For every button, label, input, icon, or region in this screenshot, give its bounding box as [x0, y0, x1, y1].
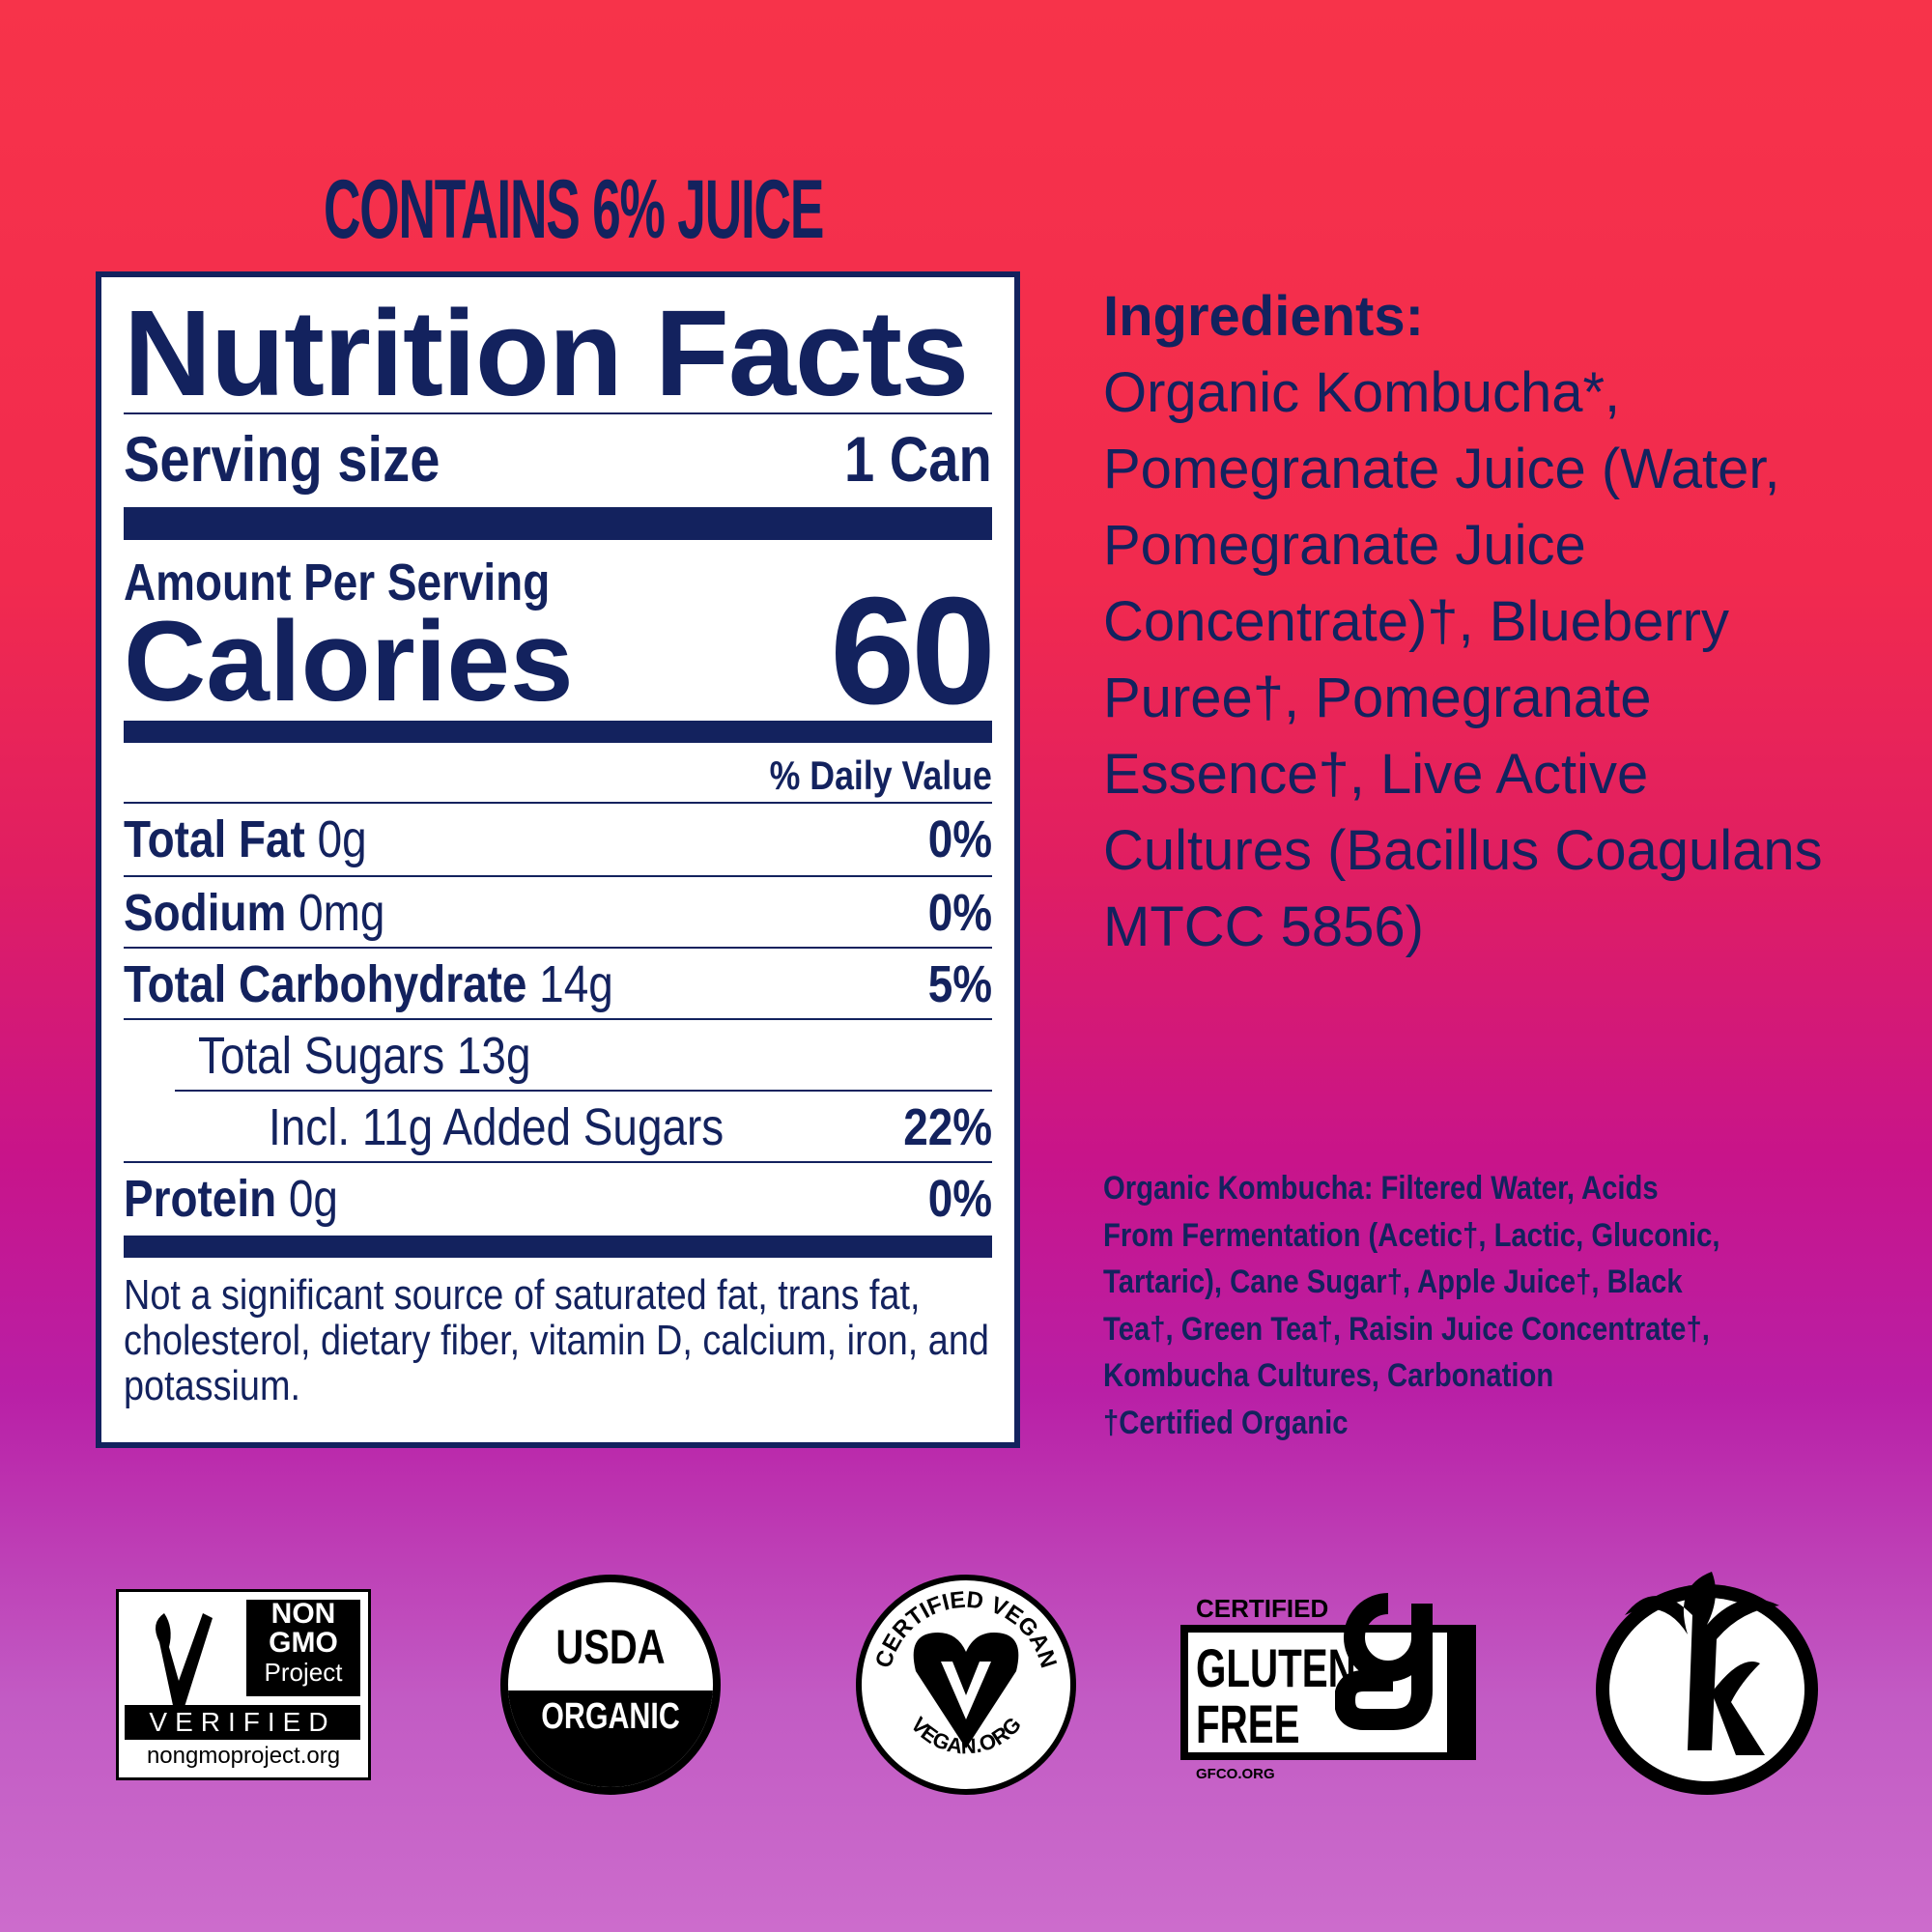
usda-organic-logo: USDA ORGANIC — [500, 1575, 721, 1795]
ingredient-line: MTCC 5856) — [1103, 895, 1424, 958]
nutrient-dv: 0% — [927, 1170, 992, 1228]
nutrition-title: Nutrition Facts — [124, 285, 969, 421]
logo-text: VERIFIED — [125, 1705, 360, 1740]
nutrient-amount: 0g — [288, 1170, 338, 1228]
juice-content-label: CONTAINS 6% JUICE — [324, 163, 824, 256]
logo-text: ORGANIC — [541, 1696, 680, 1737]
divider — [124, 947, 992, 949]
ingredient-line: Pomegranate Juice — [1103, 514, 1586, 577]
note-line: Tea†, Green Tea†, Raisin Juice Concentra… — [1103, 1310, 1710, 1348]
nutrient-row: Protein 0g 0% — [124, 1163, 992, 1235]
calories-value: 60 — [830, 566, 996, 736]
nutrient-dv: 0% — [927, 884, 992, 942]
logo-text: GMO — [269, 1627, 338, 1659]
nutrient-row: Sodium 0mg 0% — [124, 877, 992, 949]
divider — [124, 802, 992, 804]
logo-text: GFCO.ORG — [1196, 1766, 1275, 1782]
non-gmo-logo: NON GMO Project VERIFIED nongmoproject.o… — [116, 1589, 371, 1780]
logo-text: nongmoproject.org — [146, 1743, 341, 1769]
vegan-heart-v-icon: CERTIFIED VEGAN VEGAN.ORG — [870, 1587, 1062, 1759]
logo-text: NON — [270, 1598, 336, 1630]
ingredient-line: Essence†, Live Active — [1103, 743, 1649, 806]
logo-text: FREE — [1196, 1693, 1300, 1754]
nutrient-row: Total Fat 0g 0% — [124, 804, 992, 875]
nutrition-facts-panel: Nutrition Facts Serving size 1 Can Amoun… — [96, 271, 1020, 1448]
ingredient-line: Cultures (Bacillus Coagulans — [1103, 819, 1823, 882]
nutrient-row: Total Sugars 13g — [198, 1020, 992, 1092]
thick-divider — [124, 507, 992, 540]
nutrient-dv: 22% — [903, 1098, 992, 1156]
nutrient-amount: Total Sugars 13g — [198, 1027, 531, 1085]
nutrient-amount: Incl. 11g Added Sugars — [269, 1098, 724, 1156]
amount-per-serving-label: Amount Per Serving — [124, 554, 551, 611]
gluten-g-icon — [1335, 1593, 1433, 1730]
serving-size-label: Serving size — [124, 423, 440, 495]
nutrient-amount: 14g — [539, 955, 613, 1013]
ingredients: Ingredients: Organic Kombucha*, Pomegran… — [1103, 278, 1905, 965]
ingredients-title: Ingredients: — [1103, 285, 1424, 348]
nutrient-name: Total Carbohydrate — [124, 955, 527, 1013]
logo-text: USDA — [555, 1620, 666, 1674]
divider — [175, 1090, 992, 1092]
nutrient-name: Total Fat — [124, 810, 305, 868]
kombucha-note: Organic Kombucha: Filtered Water, Acids … — [1103, 1165, 1837, 1446]
footnote: Not a significant source of saturated fa… — [124, 1271, 989, 1409]
logo-text: GLUTEN — [1196, 1637, 1356, 1698]
ingredient-line: Concentrate)†, Blueberry — [1103, 590, 1729, 653]
divider — [124, 1018, 992, 1020]
note-line: Tartaric), Cane Sugar†, Apple Juice†, Bl… — [1103, 1264, 1683, 1300]
note-line: Organic Kombucha: Filtered Water, Acids — [1103, 1170, 1659, 1207]
ingredient-line: Puree†, Pomegranate — [1103, 667, 1652, 729]
thick-divider — [124, 721, 992, 743]
thick-divider — [124, 1236, 992, 1258]
nutrient-row: Incl. 11g Added Sugars 22% — [124, 1092, 992, 1163]
daily-value-header: % Daily Value — [769, 753, 992, 798]
nutrient-name: Sodium — [124, 884, 287, 942]
serving-size-value: 1 Can — [844, 423, 992, 495]
note-line: Kombucha Cultures, Carbonation — [1103, 1357, 1554, 1394]
kosher-logo — [1596, 1557, 1818, 1795]
nutrient-name: Protein — [124, 1170, 277, 1228]
ingredient-line: Organic Kombucha*, — [1103, 361, 1621, 424]
nutrient-amount: 0mg — [298, 884, 385, 942]
kosher-k-palm-icon — [1625, 1572, 1779, 1755]
nutrient-amount: 0g — [317, 810, 367, 868]
logo-text: Project — [264, 1658, 343, 1687]
ingredient-line: Pomegranate Juice (Water, — [1103, 438, 1780, 500]
divider — [124, 412, 992, 414]
calories-label: Calories — [124, 598, 574, 725]
divider — [124, 1161, 992, 1163]
divider — [124, 875, 992, 877]
nutrient-dv: 5% — [927, 955, 992, 1013]
certified-vegan-logo: CERTIFIED VEGAN VEGAN.ORG — [856, 1575, 1076, 1795]
nutrient-dv: 0% — [927, 810, 992, 868]
plant-butterfly-icon — [156, 1613, 213, 1710]
logo-text: CERTIFIED — [1196, 1594, 1329, 1623]
note-line: †Certified Organic — [1103, 1404, 1349, 1441]
note-line: From Fermentation (Acetic†, Lactic, Gluc… — [1103, 1216, 1720, 1254]
gluten-free-logo: CERTIFIED GLUTEN FREE GFCO.ORG — [1180, 1593, 1490, 1787]
nutrient-row: Total Carbohydrate 14g 5% — [124, 949, 992, 1020]
